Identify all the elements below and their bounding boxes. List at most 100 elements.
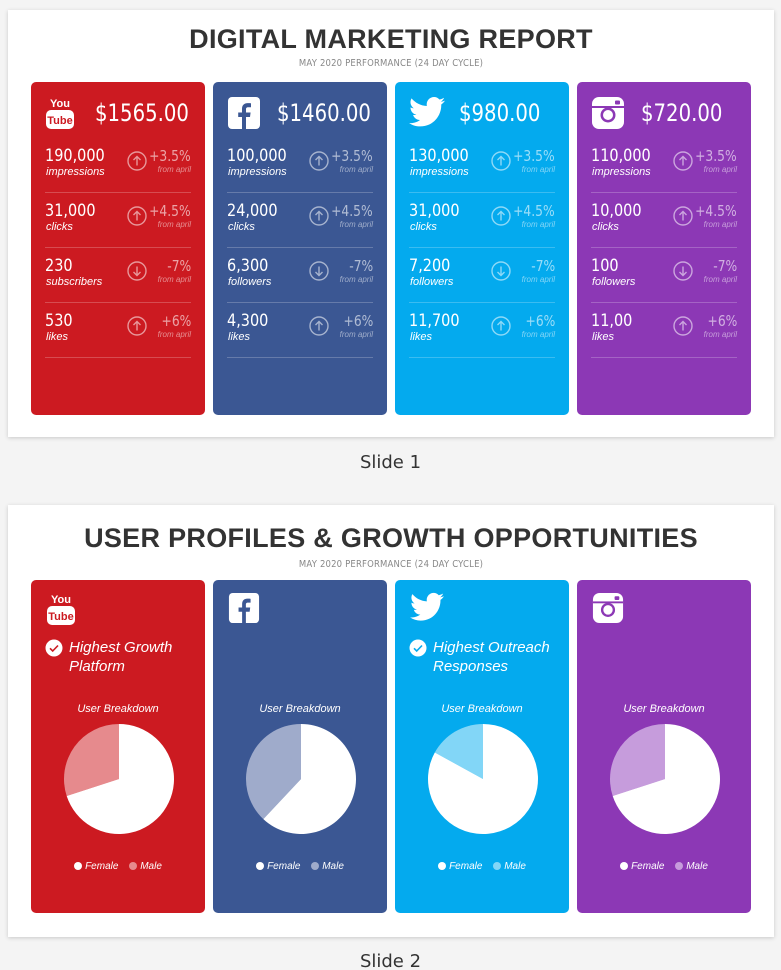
profile-card-youtube: You Tube Highest Growth Platform User Br… (31, 580, 205, 913)
metric-row: 530 likes +6% from april (45, 303, 191, 358)
profile-card-instagram: User Breakdown Female Male (577, 580, 751, 913)
arrow-down-circle-icon (127, 261, 147, 281)
slide-1-title: DIGITAL MARKETING REPORT (189, 24, 593, 54)
instagram-icon (591, 96, 625, 135)
metric-label: clicks (228, 221, 255, 233)
slide-2-title: USER PROFILES & GROWTH OPPORTUNITIES (84, 523, 698, 553)
user-breakdown-pie (63, 724, 174, 834)
metric-value: 530 (45, 311, 73, 331)
badge-text: Highest Growth Platform (69, 639, 173, 675)
metric-row: 100,000 impressions +3.5% from april (227, 138, 373, 193)
metric-change: +6% (525, 312, 555, 330)
legend-male: Male (311, 861, 344, 872)
user-breakdown-pie (428, 724, 538, 834)
instagram-icon (592, 592, 624, 629)
legend-label: Female (449, 861, 483, 872)
metric-from: from april (703, 275, 737, 284)
metric-value: 100,000 (227, 146, 287, 166)
card-header: $980.00 (409, 94, 555, 132)
legend-label: Female (631, 861, 665, 872)
pie-slice-male (63, 724, 119, 796)
metric-label: likes (228, 331, 251, 343)
metric-from: from april (157, 330, 191, 339)
card-header: $1460.00 (227, 94, 373, 132)
metric-label: followers (592, 276, 636, 288)
user-breakdown-title: User Breakdown (441, 703, 523, 715)
svg-text:You: You (50, 98, 70, 110)
metric-row: 190,000 impressions +3.5% from april (45, 138, 191, 193)
youtube-icon: You Tube (45, 96, 75, 135)
legend-dot (129, 862, 138, 870)
legend-dot (493, 862, 502, 870)
profile-card-twitter: Highest Outreach Responses User Breakdow… (395, 580, 569, 913)
ad-spend-amount: $980.00 (459, 99, 541, 127)
metric-from: from april (157, 275, 191, 284)
metric-value: 190,000 (45, 146, 105, 166)
legend-female: Female (438, 861, 482, 872)
arrow-up-circle-icon (309, 151, 329, 171)
metric-change: -7% (349, 257, 373, 275)
metric-value: 230 (45, 256, 73, 276)
metric-from: from april (703, 165, 737, 174)
arrow-up-circle-icon (491, 206, 511, 226)
twitter-icon (410, 592, 444, 627)
user-breakdown-title: User Breakdown (77, 703, 159, 715)
arrow-up-circle-icon (127, 316, 147, 336)
metric-value: 7,200 (409, 256, 451, 276)
metric-change: +6% (343, 312, 373, 330)
slide-2: USER PROFILES & GROWTH OPPORTUNITIES MAY… (8, 505, 774, 937)
youtube-icon: You Tube (46, 592, 76, 631)
legend-female: Female (620, 861, 664, 872)
arrow-up-circle-icon (309, 316, 329, 336)
metric-label: clicks (592, 221, 619, 233)
arrow-up-circle-icon (127, 151, 147, 171)
metric-from: from april (157, 220, 191, 229)
arrow-down-circle-icon (491, 261, 511, 281)
legend-male: Male (129, 861, 162, 872)
legend-dot (74, 862, 83, 870)
arrow-down-circle-icon (673, 261, 693, 281)
chart-legend: Female Male (31, 861, 205, 872)
metric-label: likes (592, 331, 615, 343)
profile-card-facebook: User Breakdown Female Male (213, 580, 387, 913)
metric-from: from april (521, 330, 555, 339)
legend-female: Female (256, 861, 300, 872)
svg-text:Tube: Tube (47, 115, 72, 127)
metric-change: -7% (167, 257, 191, 275)
metric-row: 24,000 clicks +4.5% from april (227, 193, 373, 248)
metric-label: followers (228, 276, 272, 288)
metric-value: 24,000 (227, 201, 278, 221)
metric-change: +4.5% (149, 202, 191, 220)
metric-value: 100 (591, 256, 619, 276)
twitter-icon (409, 96, 445, 133)
metric-value: 31,000 (409, 201, 460, 221)
metric-row: 11,700 likes +6% from april (409, 303, 555, 358)
arrow-up-circle-icon (491, 151, 511, 171)
ad-spend-amount: $1565.00 (95, 99, 189, 127)
metric-from: from april (703, 220, 737, 229)
ad-spend-amount: $1460.00 (277, 99, 371, 127)
metric-row: 4,300 likes +6% from april (227, 303, 373, 358)
metric-from: from april (521, 275, 555, 284)
facebook-icon (228, 592, 260, 629)
metric-from: from april (157, 165, 191, 174)
legend-label: Male (322, 861, 344, 872)
metric-from: from april (339, 275, 373, 284)
metric-change: +6% (161, 312, 191, 330)
metric-change: -7% (531, 257, 555, 275)
chart-legend: Female Male (577, 861, 751, 872)
metric-label: impressions (228, 166, 287, 178)
legend-label: Female (85, 861, 119, 872)
metric-value: 4,300 (227, 311, 269, 331)
arrow-down-circle-icon (309, 261, 329, 281)
slide-1: DIGITAL MARKETING REPORT MAY 2020 PERFOR… (8, 10, 774, 437)
card-youtube: You Tube $1565.00 190,000 impressions +3… (31, 82, 205, 415)
metric-value: 6,300 (227, 256, 269, 276)
slide-1-caption: Slide 1 (359, 452, 422, 473)
svg-text:Tube: Tube (48, 611, 73, 623)
metric-from: from april (339, 165, 373, 174)
metric-change: +3.5% (513, 147, 555, 165)
metric-from: from april (521, 220, 555, 229)
metric-row: 7,200 followers -7% from april (409, 248, 555, 303)
card-twitter: $980.00 130,000 impressions +3.5% from a… (395, 82, 569, 415)
